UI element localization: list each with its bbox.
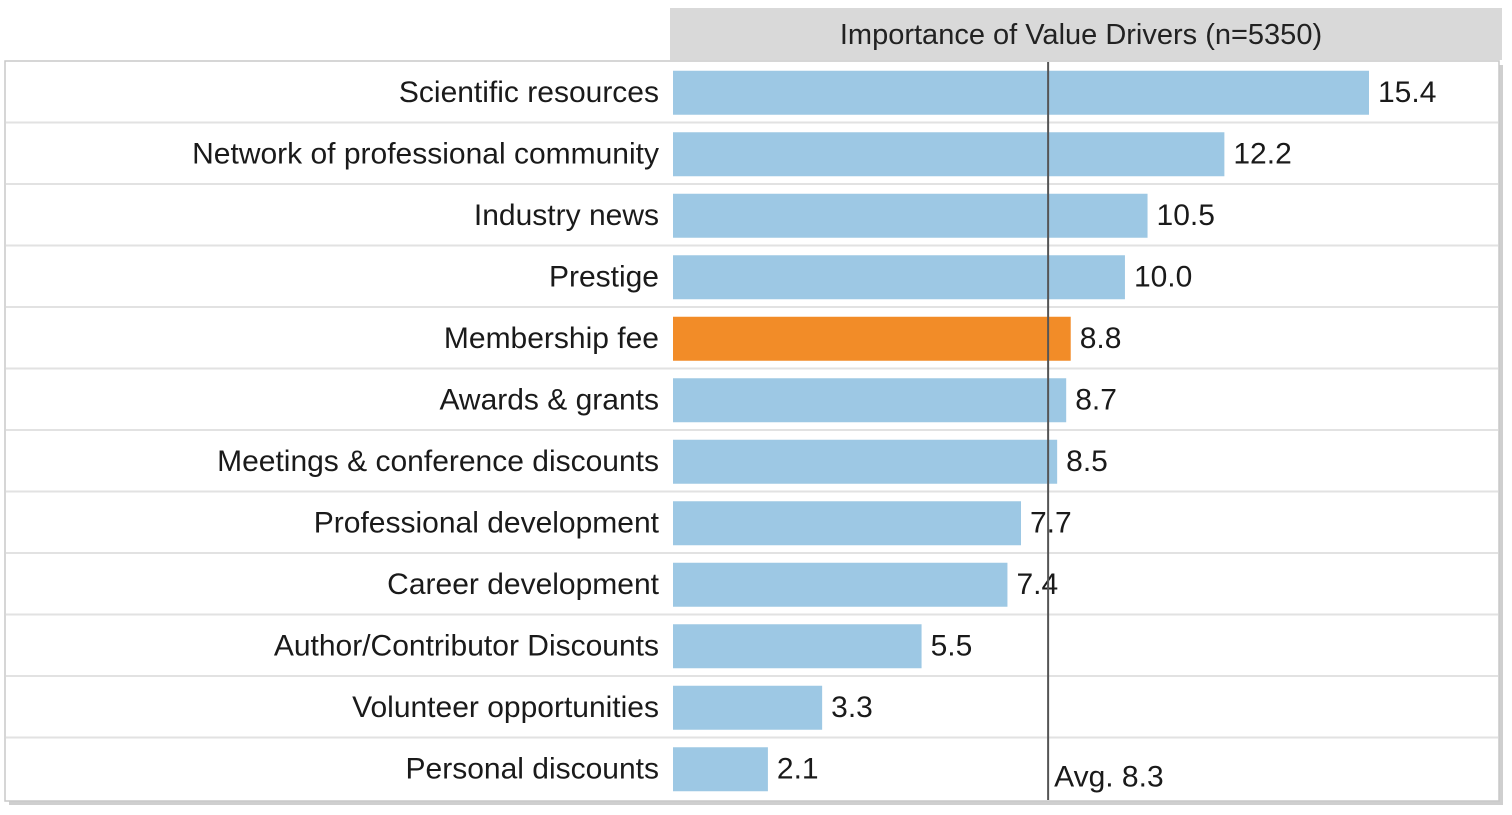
average-label: Avg. 8.3: [1054, 760, 1164, 793]
category-label: Network of professional community: [192, 137, 659, 170]
category-label: Author/Contributor Discounts: [274, 629, 659, 662]
category-label: Membership fee: [444, 322, 659, 355]
bar-3: [673, 255, 1125, 300]
bar-0: [673, 70, 1369, 115]
value-label: 12.2: [1233, 137, 1291, 170]
category-label: Prestige: [549, 260, 659, 293]
category-label: Career development: [387, 568, 659, 601]
bar-1: [673, 132, 1225, 177]
value-label: 3.3: [831, 691, 873, 724]
bar-8: [673, 562, 1008, 607]
value-labels: 15.4 12.2 10.5 10.0 8.8 8.7 8.5 7.7 7.4 5.5 3.3 2.1: [777, 76, 1436, 786]
value-label: 8.8: [1080, 322, 1122, 355]
category-labels: Scientific resources Network of professio…: [192, 76, 660, 786]
value-label: 8.7: [1075, 383, 1117, 416]
bar-9: [673, 624, 922, 669]
category-label: Professional development: [314, 506, 660, 539]
category-label: Personal discounts: [406, 752, 659, 785]
bar-6: [673, 439, 1058, 484]
bars-group: [673, 70, 1369, 792]
chart-header-band: [670, 8, 1502, 60]
value-label: 8.5: [1066, 445, 1108, 478]
bar-11: [673, 747, 768, 792]
chart-title: Importance of Value Drivers (n=5350): [840, 19, 1322, 51]
category-label: Industry news: [474, 199, 659, 232]
value-label: 10.5: [1157, 199, 1215, 232]
bar-10: [673, 685, 823, 730]
bar-2: [673, 193, 1148, 238]
category-label: Awards & grants: [439, 383, 659, 416]
bar-5: [673, 378, 1067, 423]
category-label: Meetings & conference discounts: [217, 445, 659, 478]
value-label: 5.5: [931, 629, 973, 662]
bar-4: [673, 316, 1071, 361]
value-label: 7.7: [1030, 506, 1072, 539]
value-label: 7.4: [1016, 568, 1058, 601]
value-label: 10.0: [1134, 260, 1192, 293]
bar-7: [673, 501, 1021, 546]
row-dividers: [6, 121, 1498, 739]
value-label: 15.4: [1378, 76, 1436, 109]
category-label: Volunteer opportunities: [352, 691, 659, 724]
value-label: 2.1: [777, 752, 819, 785]
category-label: Scientific resources: [399, 76, 659, 109]
